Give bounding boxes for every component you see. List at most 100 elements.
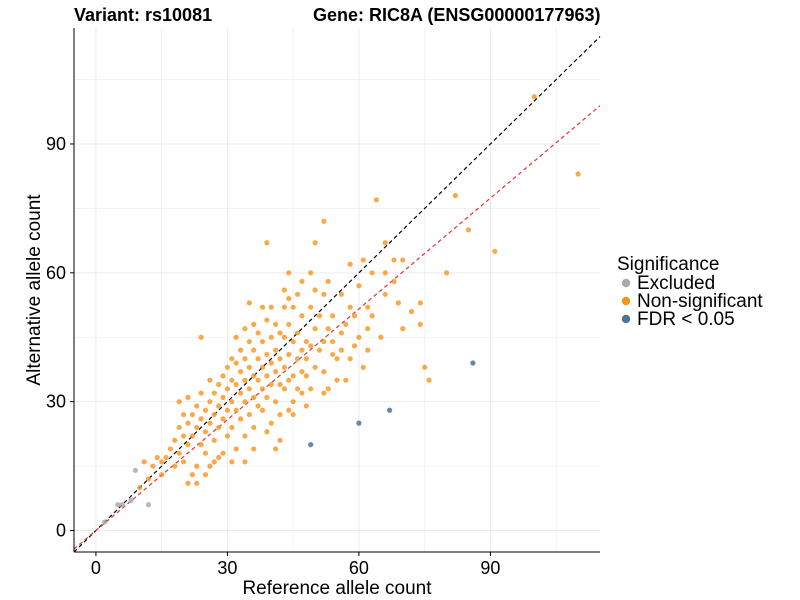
point-non-significant [286, 351, 292, 358]
point-non-significant [259, 386, 266, 392]
point-non-significant [277, 356, 283, 362]
point-non-significant [251, 394, 257, 400]
point-non-significant [211, 459, 217, 465]
point-non-significant [351, 343, 358, 349]
point-non-significant [334, 377, 340, 383]
point-non-significant [172, 437, 178, 443]
point-non-significant [531, 94, 537, 100]
point-non-significant [312, 287, 318, 293]
point-non-significant [207, 463, 213, 469]
point-non-significant [202, 450, 209, 456]
point-non-significant [316, 313, 323, 319]
point-non-significant [255, 330, 261, 336]
point-non-significant [185, 420, 191, 426]
point-non-significant [264, 373, 270, 379]
point-non-significant [189, 472, 195, 478]
point-non-significant [273, 347, 279, 353]
point-non-significant [321, 390, 327, 396]
point-non-significant [211, 390, 217, 396]
point-non-significant [264, 429, 270, 435]
point-non-significant [338, 347, 344, 353]
point-fdr-0-05 [308, 442, 314, 448]
point-non-significant [465, 227, 472, 233]
point-non-significant [365, 347, 371, 353]
point-non-significant [369, 313, 375, 319]
x-tick-label: 60 [349, 558, 369, 578]
legend-label-fdr-0-05: FDR < 0.05 [637, 309, 735, 330]
point-non-significant [303, 338, 309, 345]
point-non-significant [303, 373, 309, 379]
point-non-significant [159, 459, 165, 465]
point-non-significant [242, 326, 248, 332]
point-non-significant [360, 364, 366, 370]
grid-lines [74, 28, 600, 552]
point-non-significant [251, 321, 257, 327]
point-non-significant [137, 484, 143, 491]
point-non-significant [299, 369, 305, 375]
point-non-significant [452, 192, 458, 199]
point-non-significant [163, 454, 169, 461]
point-non-significant [185, 480, 191, 486]
point-non-significant [426, 377, 432, 383]
point-non-significant [216, 381, 222, 388]
point-non-significant [251, 373, 257, 379]
point-non-significant [312, 326, 318, 332]
point-non-significant [237, 416, 244, 422]
point-non-significant [290, 373, 296, 379]
point-non-significant [294, 291, 301, 297]
fit-reference-line [73, 105, 601, 550]
point-non-significant [273, 321, 279, 327]
legend-key-non-significant [621, 296, 631, 306]
point-non-significant [216, 454, 222, 461]
point-non-significant [242, 356, 248, 362]
point-non-significant [224, 386, 231, 392]
point-non-significant [194, 403, 200, 409]
point-non-significant [286, 295, 292, 302]
point-non-significant [277, 381, 283, 388]
point-non-significant [242, 459, 248, 465]
point-non-significant [303, 356, 309, 362]
point-non-significant [189, 411, 195, 418]
reference-lines [73, 36, 601, 553]
point-non-significant [251, 347, 257, 353]
axis-ticks: 0 30 60 90 0 30 60 90 [46, 134, 500, 578]
point-non-significant [273, 446, 279, 452]
point-non-significant [330, 313, 336, 319]
point-non-significant [321, 338, 327, 345]
point-non-significant [233, 407, 239, 413]
point-non-significant [422, 364, 428, 370]
point-non-significant [194, 424, 200, 431]
point-non-significant [347, 356, 353, 362]
point-non-significant [356, 334, 362, 340]
point-non-significant [281, 304, 287, 310]
legend-label-excluded: Excluded [637, 273, 715, 294]
point-non-significant [159, 472, 165, 478]
point-non-significant [400, 257, 406, 263]
point-non-significant [246, 411, 252, 418]
point-non-significant [150, 463, 156, 469]
point-non-significant [347, 304, 353, 310]
point-non-significant [325, 278, 331, 285]
point-non-significant [294, 330, 301, 336]
point-non-significant [268, 381, 274, 388]
point-non-significant [294, 386, 301, 392]
point-non-significant [351, 313, 358, 319]
point-non-significant [251, 446, 257, 452]
point-non-significant [233, 446, 239, 452]
point-excluded [132, 467, 138, 473]
point-excluded [128, 497, 134, 504]
y-tick-label: 0 [56, 521, 66, 541]
point-excluded [119, 502, 125, 508]
point-non-significant [281, 386, 287, 392]
point-non-significant [264, 394, 270, 400]
point-non-significant [237, 347, 244, 353]
point-non-significant [237, 369, 244, 375]
y-tick-label: 90 [46, 134, 66, 154]
point-non-significant [264, 317, 270, 323]
point-non-significant [176, 424, 182, 431]
point-non-significant [268, 334, 274, 340]
legend-title: Significance [617, 254, 719, 275]
point-non-significant [373, 197, 380, 203]
point-non-significant [286, 321, 292, 327]
point-non-significant [198, 334, 204, 340]
